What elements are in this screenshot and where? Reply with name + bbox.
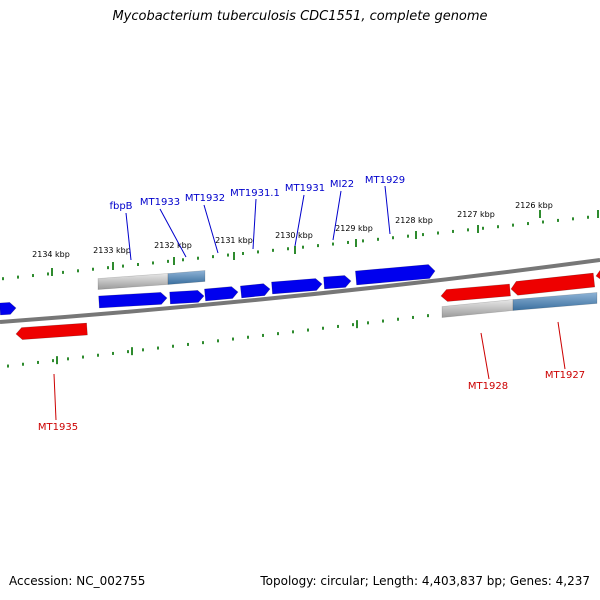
- genome-backbone: [0, 258, 600, 324]
- scale-tick-label: 2129 kbp: [335, 224, 373, 233]
- scale-tick-label: 2126 kbp: [515, 201, 553, 210]
- reverse-gene-arrow: [440, 283, 511, 302]
- feature-track: [0, 264, 600, 340]
- scale-tick-label: 2128 kbp: [395, 216, 433, 225]
- cds-bar: [97, 273, 169, 290]
- leader-line: [332, 190, 342, 241]
- cds-bar: [441, 299, 514, 318]
- forward-gene-arrow: [240, 283, 271, 299]
- scale-tick-label: 2132 kbp: [154, 241, 192, 250]
- gene-labels: fbpB MT1933 MT1932 MT1931.1 MT1931 MI22 MT1929…: [38, 175, 585, 433]
- leader-line: [159, 208, 187, 258]
- forward-gene-arrow: [323, 275, 352, 290]
- gene-label-forward: MT1929: [365, 175, 405, 186]
- gene-label-forward: MT1932: [185, 193, 225, 204]
- leader-line: [294, 194, 305, 247]
- forward-gene-arrow: [0, 302, 17, 316]
- upper-tick-track: [2, 215, 589, 281]
- map-title: Mycobacterium tuberculosis CDC1551, comp…: [112, 9, 488, 24]
- leader-line: [203, 204, 219, 254]
- forward-gene-arrow: [271, 278, 323, 295]
- forward-gene-arrow: [169, 290, 205, 305]
- scale-labels: 2126 kbp 2127 kbp 2128 kbp 2129 kbp 2130 kbp…: [32, 201, 599, 276]
- label-leaders: [53, 185, 566, 421]
- accession-text: Accession: NC_002755: [9, 574, 146, 588]
- gene-label-reverse: MT1935: [38, 422, 78, 433]
- scale-tick-label: 2134 kbp: [32, 250, 70, 259]
- topology-text: Topology: circular; Length: 4,403,837 bp…: [260, 574, 590, 588]
- reverse-gene-arrow: [510, 272, 596, 296]
- leader-line: [557, 321, 566, 370]
- gene-label-forward: MI22: [330, 179, 354, 190]
- gene-label-forward: MT1933: [140, 197, 180, 208]
- leader-line: [384, 185, 391, 235]
- scale-tick-label: 2131 kbp: [215, 236, 253, 245]
- gene-label-reverse: MT1928: [468, 381, 508, 392]
- gene-label-forward: MT1931.1: [230, 188, 280, 199]
- leader-line: [480, 332, 490, 380]
- scale-tick-label: 2127 kbp: [457, 210, 495, 219]
- forward-gene-arrow: [98, 292, 168, 309]
- gene-label-forward: fbpB: [109, 201, 132, 212]
- leader-line: [252, 198, 257, 250]
- gene-label-forward: MT1931: [285, 183, 325, 194]
- forward-gene-arrow: [204, 286, 239, 302]
- reverse-gene-arrow: [595, 269, 600, 280]
- cds-bar: [167, 270, 206, 285]
- forward-gene-arrow: [355, 264, 436, 286]
- scale-tick-label: 2133 kbp: [93, 246, 131, 255]
- scale-tick-label: 2130 kbp: [275, 231, 313, 240]
- cds-bar: [512, 292, 598, 311]
- leader-line: [125, 212, 132, 261]
- leader-line: [53, 373, 57, 421]
- reverse-gene-arrow: [15, 322, 88, 340]
- gene-label-reverse: MT1927: [545, 370, 585, 381]
